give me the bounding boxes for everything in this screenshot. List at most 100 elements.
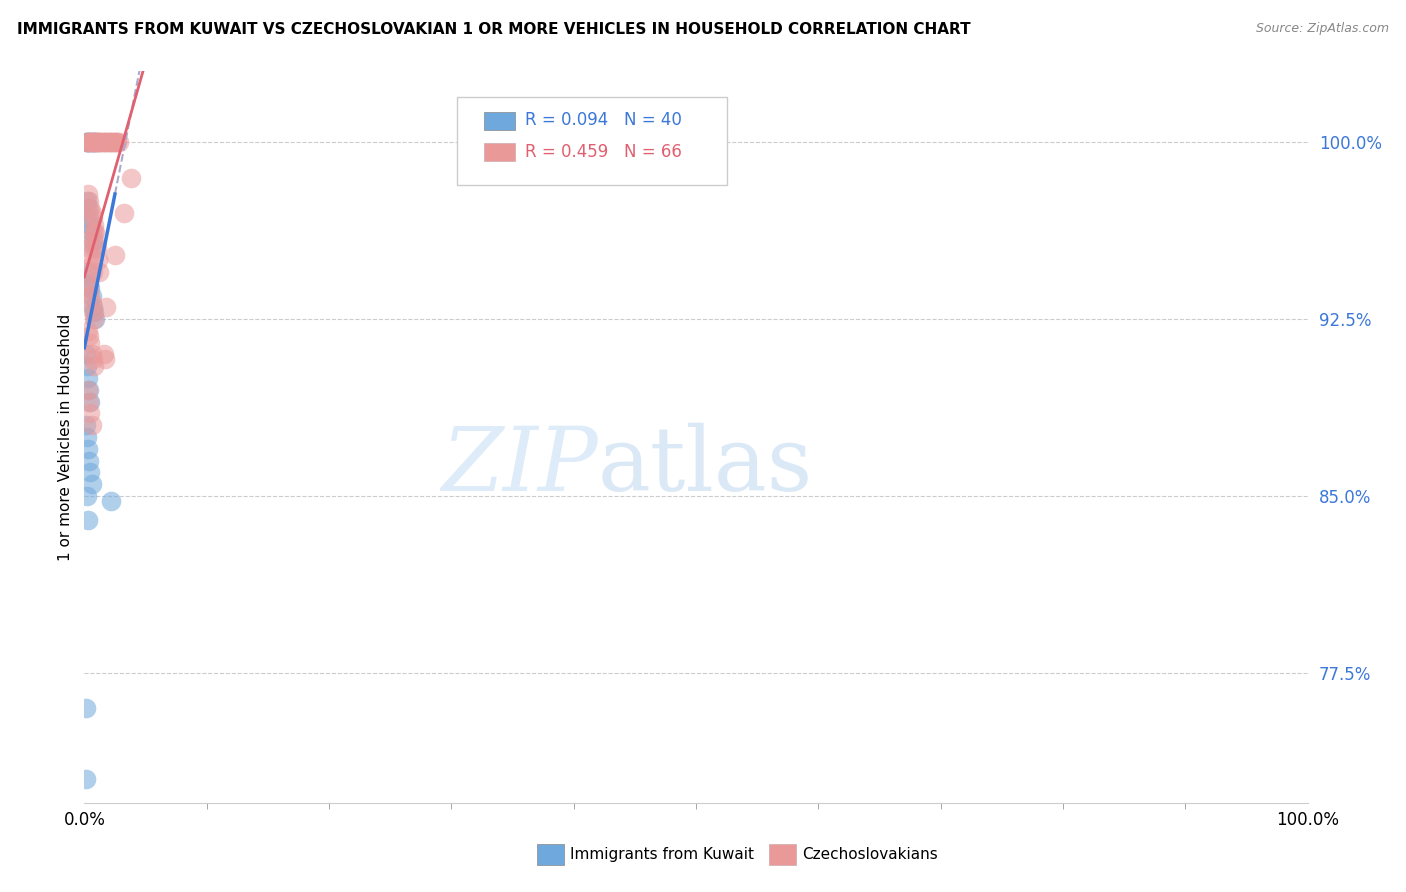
Point [80, 135, 103, 149]
Point [82, 265, 104, 279]
Point [82, 305, 104, 319]
Point [77, 453, 100, 467]
Y-axis label: 1 or more Vehicles in Household: 1 or more Vehicles in Household [58, 313, 73, 561]
Point [97, 135, 120, 149]
Point [90, 135, 112, 149]
Point [82, 352, 104, 367]
Point [77, 277, 100, 291]
Point [77, 194, 100, 208]
Point [75, 135, 97, 149]
Point [83, 135, 105, 149]
Point [75, 701, 97, 715]
Point [79, 135, 101, 149]
Point [120, 170, 142, 185]
Text: Immigrants from Kuwait: Immigrants from Kuwait [569, 847, 754, 863]
Point [87, 135, 110, 149]
Point [112, 206, 135, 220]
Point [79, 248, 101, 262]
Point [76, 135, 98, 149]
Point [77, 324, 100, 338]
Text: IMMIGRANTS FROM KUWAIT VS CZECHOSLOVAKIAN 1 OR MORE VEHICLES IN HOUSEHOLD CORREL: IMMIGRANTS FROM KUWAIT VS CZECHOSLOVAKIA… [17, 22, 970, 37]
Point [76, 430, 98, 444]
Point [98, 135, 121, 149]
Point [101, 135, 124, 149]
Point [79, 135, 101, 149]
Point [80, 418, 103, 433]
Point [77, 383, 100, 397]
Point [103, 135, 125, 149]
Point [75, 347, 97, 361]
Point [87, 253, 110, 268]
Point [77, 201, 100, 215]
Point [77, 135, 100, 149]
Point [82, 234, 104, 248]
Point [104, 248, 127, 262]
Point [97, 135, 120, 149]
Point [76, 194, 98, 208]
Point [80, 258, 103, 272]
Point [82, 211, 104, 225]
Text: Source: ZipAtlas.com: Source: ZipAtlas.com [1256, 22, 1389, 36]
Point [83, 359, 105, 374]
Point [84, 312, 107, 326]
Point [76, 489, 98, 503]
Point [77, 241, 100, 255]
Point [77, 135, 100, 149]
Point [83, 225, 105, 239]
Point [83, 241, 105, 255]
Point [104, 135, 127, 149]
Point [80, 295, 103, 310]
FancyBboxPatch shape [457, 97, 727, 185]
Point [79, 201, 101, 215]
Point [77, 328, 100, 343]
Point [77, 394, 100, 409]
Point [84, 234, 107, 248]
Point [94, 352, 117, 367]
Point [76, 359, 98, 374]
Point [77, 277, 100, 291]
Text: atlas: atlas [598, 423, 813, 510]
Point [80, 288, 103, 302]
Point [83, 218, 105, 232]
Point [77, 281, 100, 295]
Point [77, 265, 100, 279]
Point [83, 305, 105, 319]
Point [79, 466, 101, 480]
Point [82, 301, 104, 315]
Point [84, 135, 107, 149]
Point [84, 225, 107, 239]
Text: ZIP: ZIP [441, 423, 598, 509]
Point [91, 135, 114, 149]
Bar [484, 143, 515, 161]
Point [80, 347, 103, 361]
Bar [537, 845, 564, 865]
Point [107, 135, 129, 149]
Point [93, 135, 115, 149]
Point [76, 135, 98, 149]
Point [82, 135, 104, 149]
Point [79, 281, 101, 295]
Point [80, 206, 103, 220]
Point [87, 265, 110, 279]
Point [100, 135, 122, 149]
Point [93, 347, 115, 361]
Point [77, 135, 100, 149]
Point [105, 135, 128, 149]
Point [79, 288, 101, 302]
Point [79, 394, 101, 409]
Point [96, 135, 118, 149]
Point [100, 493, 122, 508]
Point [86, 135, 108, 149]
Point [82, 135, 104, 149]
Text: R = 0.459   N = 66: R = 0.459 N = 66 [524, 143, 682, 161]
Point [94, 135, 117, 149]
Point [86, 241, 108, 255]
Point [87, 135, 110, 149]
Point [89, 135, 111, 149]
Point [83, 312, 105, 326]
Point [79, 218, 101, 232]
Point [77, 234, 100, 248]
Point [75, 418, 97, 433]
Point [80, 135, 103, 149]
Point [83, 135, 105, 149]
